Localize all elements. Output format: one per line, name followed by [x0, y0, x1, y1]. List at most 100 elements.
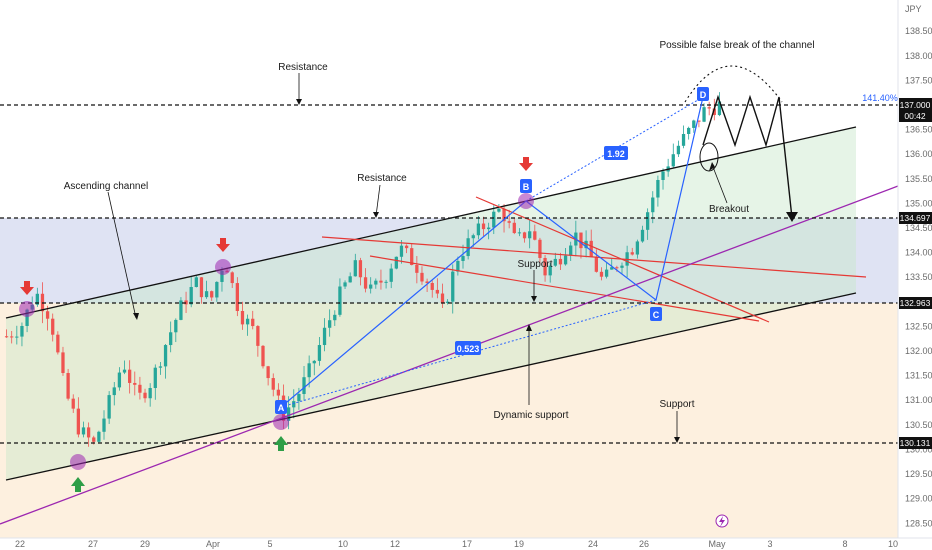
candle-body: [369, 284, 373, 289]
point-b-tag[interactable]: B: [520, 179, 532, 193]
price-tick-label: 134.500: [905, 223, 932, 233]
candle-body: [286, 407, 291, 421]
candle-body: [204, 291, 209, 298]
breakout-label: Breakout: [709, 204, 749, 215]
candle-body: [610, 267, 614, 270]
candle-body: [553, 258, 557, 266]
lightning-icon[interactable]: [715, 514, 729, 528]
candle-body: [517, 232, 522, 234]
harmonic-ac-dotted: [280, 299, 657, 408]
price-tick-label: 131.500: [905, 371, 932, 381]
candle-body: [389, 268, 393, 282]
time-tick-label: 17: [462, 539, 472, 549]
candle-body: [692, 120, 696, 128]
candle-body: [20, 325, 24, 337]
point-a-tag[interactable]: A: [275, 400, 287, 414]
candle-body: [594, 256, 598, 272]
price-tick-label: 134.000: [905, 248, 932, 258]
candle-body: [81, 427, 86, 435]
level-tag-134697[interactable]: 134.697: [899, 212, 932, 224]
time-tick-label: 10: [338, 539, 348, 549]
leader-arrowhead: [674, 437, 680, 443]
price-tick-label: 135.000: [905, 198, 932, 208]
candle-body: [410, 248, 414, 265]
bg-top: [0, 0, 898, 218]
candle-body: [435, 289, 440, 294]
candle-body: [230, 272, 234, 284]
projection-arrowhead: [786, 212, 798, 222]
time-tick-label: 5: [267, 539, 272, 549]
price-tick-label: 132.500: [905, 321, 932, 331]
harmonic-abcd-line[interactable]: [280, 96, 704, 408]
svg-text:C: C: [653, 310, 660, 320]
candle-body: [276, 389, 281, 396]
candle-body: [92, 437, 96, 442]
red-resistance-line[interactable]: [321, 236, 867, 278]
candle-body: [492, 211, 496, 228]
candle-body: [563, 255, 568, 265]
candle-body: [199, 277, 204, 298]
leader-breakout: [712, 166, 728, 204]
candle-body: [384, 281, 388, 283]
red-support-line[interactable]: [369, 255, 760, 322]
candle-body: [138, 384, 142, 393]
candle-body: [451, 271, 455, 302]
time-ticks-group: 22 27 29 Apr 5 10 12 17 19 24 26 May 3 8 10: [15, 539, 898, 549]
price-tick-label: 133.500: [905, 272, 932, 282]
time-axis-panel[interactable]: [0, 538, 932, 550]
time-tick-label: 19: [514, 539, 524, 549]
currency-label: JPY: [905, 4, 922, 14]
price-tick-label: 131.000: [905, 395, 932, 405]
candle-body: [4, 336, 9, 338]
candle-body: [102, 418, 106, 432]
candle-body: [112, 387, 116, 396]
point-d-tag[interactable]: D: [697, 87, 709, 101]
price-tick-label: 138.000: [905, 51, 932, 61]
candle-body: [353, 260, 357, 277]
candle-body: [425, 281, 429, 283]
false-break-arc: [684, 65, 783, 103]
candle-body: [56, 334, 60, 353]
candle-body: [420, 272, 424, 282]
candle-body: [107, 395, 111, 419]
touch-circle-3: [215, 259, 231, 275]
candle-body: [261, 345, 265, 367]
projected-zigzag: [702, 94, 793, 219]
svg-text:B: B: [523, 182, 530, 192]
candle-body: [61, 352, 65, 374]
red-upper-line[interactable]: [475, 196, 770, 323]
candle-body: [640, 229, 645, 242]
candle-body: [661, 171, 665, 180]
green-arrow-up-icon: [274, 436, 288, 451]
dynamic-support-line[interactable]: [0, 185, 899, 525]
svg-text:1.92: 1.92: [607, 149, 625, 159]
candle-body: [363, 277, 368, 289]
ratio-bc-tag[interactable]: 0.523: [455, 341, 481, 355]
fib-label: 141.40%: [862, 93, 898, 103]
candle-body: [445, 301, 450, 303]
candle-body: [86, 427, 91, 438]
time-tick-label: 12: [390, 539, 400, 549]
level-tag-130131[interactable]: 130.131: [899, 437, 932, 449]
candle-body: [558, 258, 563, 265]
channel-upper-line[interactable]: [5, 126, 857, 319]
candle-body: [271, 378, 275, 390]
level-tag-132963[interactable]: 132.963: [899, 297, 932, 309]
candle-body: [404, 245, 409, 249]
candle-body: [635, 241, 640, 255]
candle-body: [415, 264, 419, 273]
ratio-cd-tag[interactable]: 1.92: [604, 146, 628, 160]
time-tick-label: 29: [140, 539, 150, 549]
price-tick-label: 137.500: [905, 75, 932, 85]
candle-body: [343, 282, 347, 287]
candles-group: [4, 92, 722, 447]
price-tick-label: 136.500: [905, 125, 932, 135]
dynamic-support-label: Dynamic support: [493, 410, 568, 421]
ascending-channel-label: Ascending channel: [64, 181, 149, 192]
candle-body: [307, 363, 311, 378]
channel-lower-line[interactable]: [5, 292, 857, 481]
point-c-tag[interactable]: C: [650, 307, 662, 321]
